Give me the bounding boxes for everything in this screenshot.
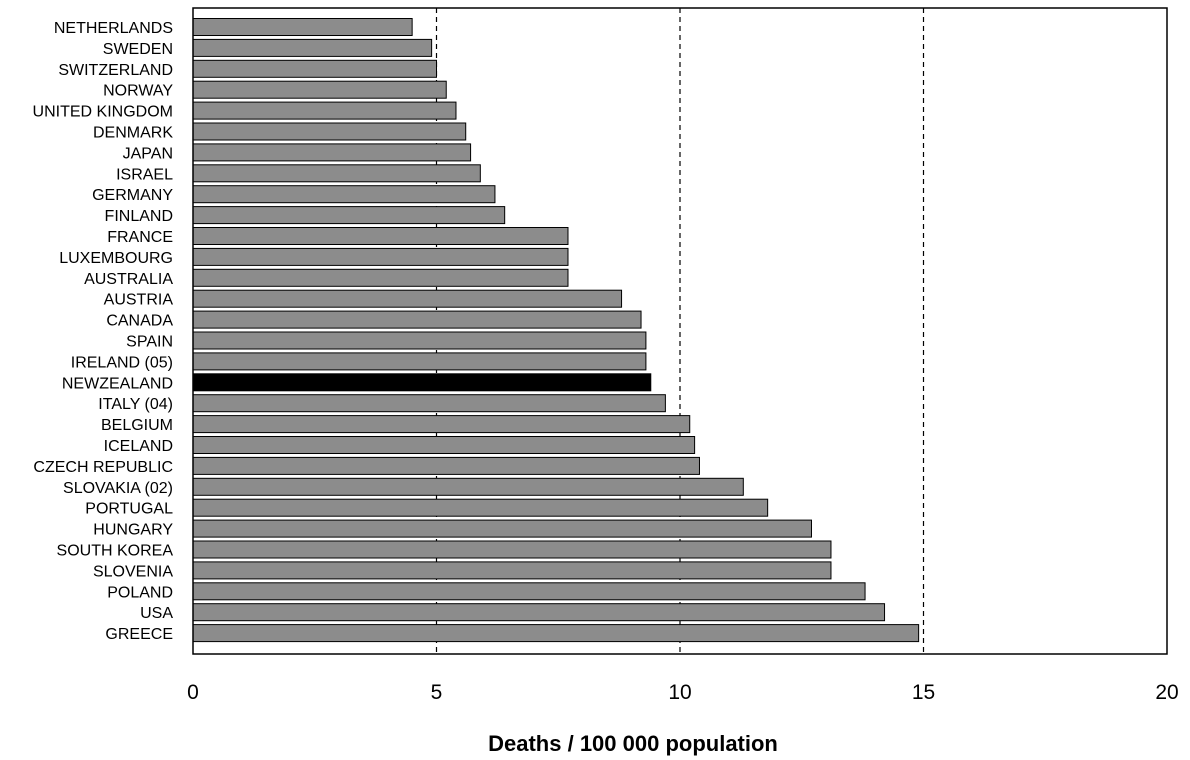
category-label: FINLAND [105, 208, 173, 225]
x-tick-label: 20 [1155, 681, 1178, 704]
bar [192, 477, 744, 496]
category-label: CANADA [106, 313, 173, 330]
category-label: AUSTRIA [104, 292, 174, 309]
bar [192, 561, 832, 580]
category-label: DENMARK [93, 125, 173, 142]
category-label: POLAND [107, 584, 173, 601]
category-label: SOUTH KOREA [57, 543, 174, 560]
bar [192, 143, 472, 162]
category-label: BELGIUM [101, 417, 173, 434]
category-label: IRELAND (05) [71, 354, 173, 371]
bar [192, 164, 481, 183]
category-label: ICELAND [104, 438, 173, 455]
x-tick-label: 5 [431, 681, 443, 704]
category-label: SLOVAKIA (02) [63, 480, 173, 497]
category-label: SPAIN [126, 334, 173, 351]
bar [192, 624, 920, 643]
bar [192, 603, 886, 622]
category-label: SLOVENIA [93, 563, 173, 580]
category-label: GREECE [105, 626, 173, 643]
bar [192, 352, 647, 371]
plot-area-frame [192, 7, 1168, 655]
category-label: PORTUGAL [85, 501, 173, 518]
bar [192, 436, 696, 454]
bar [192, 540, 832, 559]
bar [192, 456, 700, 475]
bar [192, 310, 642, 329]
bar [192, 122, 467, 141]
bar [192, 582, 866, 601]
bar [192, 185, 496, 204]
x-tick-label: 10 [668, 681, 691, 704]
category-label: HUNGARY [93, 522, 173, 539]
bar [192, 331, 647, 350]
category-label: AUSTRALIA [84, 271, 173, 288]
x-tick-label: 0 [187, 681, 199, 704]
category-label: ISRAEL [116, 166, 173, 183]
bars [192, 18, 920, 643]
bar [192, 268, 569, 287]
x-axis-title: Deaths / 100 000 population [488, 731, 778, 756]
bar [192, 498, 769, 517]
bar [192, 415, 691, 434]
x-tick-labels: 0 5 10 15 20 [187, 681, 1179, 704]
bar [192, 227, 569, 245]
bar [192, 394, 666, 413]
category-label: FRANCE [107, 229, 173, 246]
category-label: GERMANY [92, 187, 173, 204]
bar [192, 289, 623, 308]
category-label: NEWZEALAND [62, 375, 173, 392]
category-label: NORWAY [103, 83, 173, 100]
category-label: JAPAN [123, 145, 173, 162]
category-label: NETHERLANDS [54, 20, 173, 37]
category-label: LUXEMBOURG [59, 250, 173, 267]
category-labels: NETHERLANDS SWEDEN SWITZERLAND NORWAY UNITED… [33, 20, 174, 643]
bar [192, 38, 433, 57]
category-label: CZECH REPUBLIC [33, 459, 173, 476]
bar [192, 80, 447, 99]
bar [192, 206, 506, 225]
category-label: SWITZERLAND [58, 62, 173, 79]
category-label: USA [140, 605, 173, 622]
x-tick-label: 15 [912, 681, 935, 704]
category-label: SWEDEN [103, 41, 173, 58]
bar [192, 59, 437, 78]
bar [192, 373, 652, 392]
bar [192, 519, 812, 538]
bar [192, 18, 413, 36]
bar [192, 101, 457, 120]
bar [192, 247, 569, 266]
category-label: UNITED KINGDOM [33, 104, 173, 121]
category-label: ITALY (04) [98, 396, 173, 413]
